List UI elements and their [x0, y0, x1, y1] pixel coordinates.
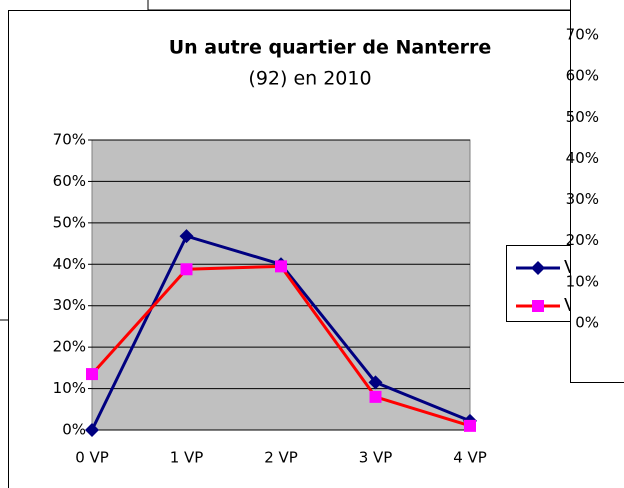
y-tick-label: 70% [53, 131, 86, 149]
y-tick-label: 20% [53, 338, 86, 356]
y-tick-label: 40% [53, 255, 86, 273]
x-tick-label: 3 VP [359, 449, 393, 467]
legend-marker [531, 261, 545, 275]
y-tick-label: 30% [53, 296, 86, 314]
plot-area [91, 139, 471, 431]
y-tick-label: 60% [53, 172, 86, 190]
x-tick-label: 0 VP [75, 449, 109, 467]
y-tick-label: 60% [566, 67, 599, 85]
chart-title: Un autre quartier de Nanterre [169, 37, 492, 59]
y-tick-label: 0% [62, 421, 86, 439]
y-tick-label: 50% [566, 108, 599, 126]
data-point [85, 423, 99, 437]
y-tick-label: 50% [53, 213, 86, 231]
data-point [275, 260, 287, 273]
data-point [86, 368, 98, 381]
y-tick-label: 40% [566, 149, 599, 167]
y-tick-label: 10% [53, 379, 86, 397]
data-point [464, 419, 476, 432]
data-point [180, 263, 193, 276]
data-point [179, 229, 194, 244]
y-tick-label: 20% [566, 231, 599, 249]
x-tick-label: 1 VP [170, 449, 204, 467]
chart-frame [570, 0, 624, 383]
y-tick-label: 70% [566, 26, 599, 44]
x-tick-label: 4 VP [453, 449, 487, 467]
y-tick-label: 0% [575, 314, 599, 332]
data-point [368, 375, 383, 390]
y-tick-label: 10% [566, 272, 599, 290]
legend-marker [532, 300, 544, 312]
x-tick-label: 2 VP [264, 449, 298, 467]
data-point [369, 390, 382, 403]
y-tick-label: 30% [566, 190, 599, 208]
chart-subtitle: (92) en 2010 [248, 68, 371, 90]
